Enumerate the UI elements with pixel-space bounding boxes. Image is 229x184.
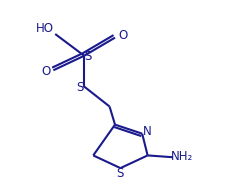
Text: HO: HO [36, 22, 54, 35]
Text: S: S [76, 81, 84, 94]
Text: O: O [41, 65, 50, 78]
Text: S: S [115, 167, 123, 180]
Text: O: O [117, 29, 127, 42]
Text: N: N [143, 125, 151, 138]
Text: NH₂: NH₂ [171, 150, 193, 163]
Text: S: S [84, 50, 91, 63]
